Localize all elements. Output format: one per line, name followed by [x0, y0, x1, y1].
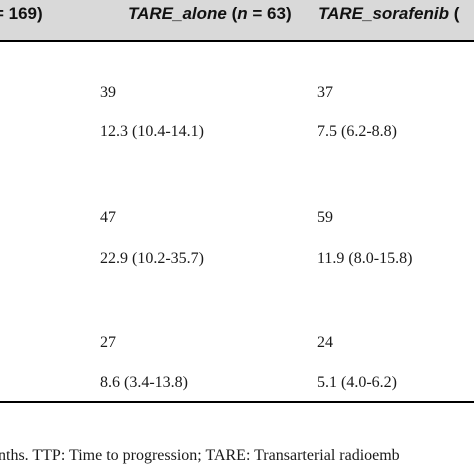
header-cell-tare-sorafenib: TARE_sorafenib ( — [318, 0, 459, 28]
cell-tare-alone-row5: 27 — [100, 334, 116, 351]
cell-tare-alone-row4: 22.9 (10.2-35.7) — [100, 250, 204, 267]
header-divider — [0, 40, 474, 42]
header-tare-alone-count: = 63) — [247, 4, 292, 23]
cell-tare-sorafenib-row4: 11.9 (8.0-15.8) — [317, 250, 413, 267]
cell-tare-alone-row2: 12.3 (10.4-14.1) — [100, 123, 204, 140]
cell-tare-alone-row6: 8.6 (3.4-13.8) — [100, 374, 188, 391]
header-tare-sorafenib-label: TARE_sorafenib — [318, 4, 449, 23]
header-tare-alone-open: ( — [226, 4, 238, 23]
header-overall-label: = 169) — [0, 4, 43, 23]
header-tare-alone-label: TARE_alone — [128, 4, 227, 23]
cell-tare-sorafenib-row3: 59 — [317, 209, 333, 226]
header-tare-alone-n: n — [237, 4, 248, 23]
table-header-row: = 169) TARE_alone (n = 63) TARE_sorafeni… — [0, 0, 474, 40]
cell-tare-alone-row1: 39 — [100, 84, 116, 101]
cell-tare-alone-row3: 47 — [100, 209, 116, 226]
header-cell-tare-alone: TARE_alone (n = 63) — [128, 0, 292, 28]
table-bottom-rule — [0, 401, 474, 403]
cell-tare-sorafenib-row5: 24 — [317, 334, 333, 351]
cell-tare-sorafenib-row6: 5.1 (4.0-6.2) — [317, 374, 397, 391]
cell-tare-sorafenib-row1: 37 — [317, 84, 333, 101]
header-tare-sorafenib-open: ( — [449, 4, 460, 23]
table-footnote: nths. TTP: Time to progression; TARE: Tr… — [0, 447, 400, 464]
cell-tare-sorafenib-row2: 7.5 (6.2-8.8) — [317, 123, 397, 140]
header-cell-overall: = 169) — [0, 0, 43, 28]
